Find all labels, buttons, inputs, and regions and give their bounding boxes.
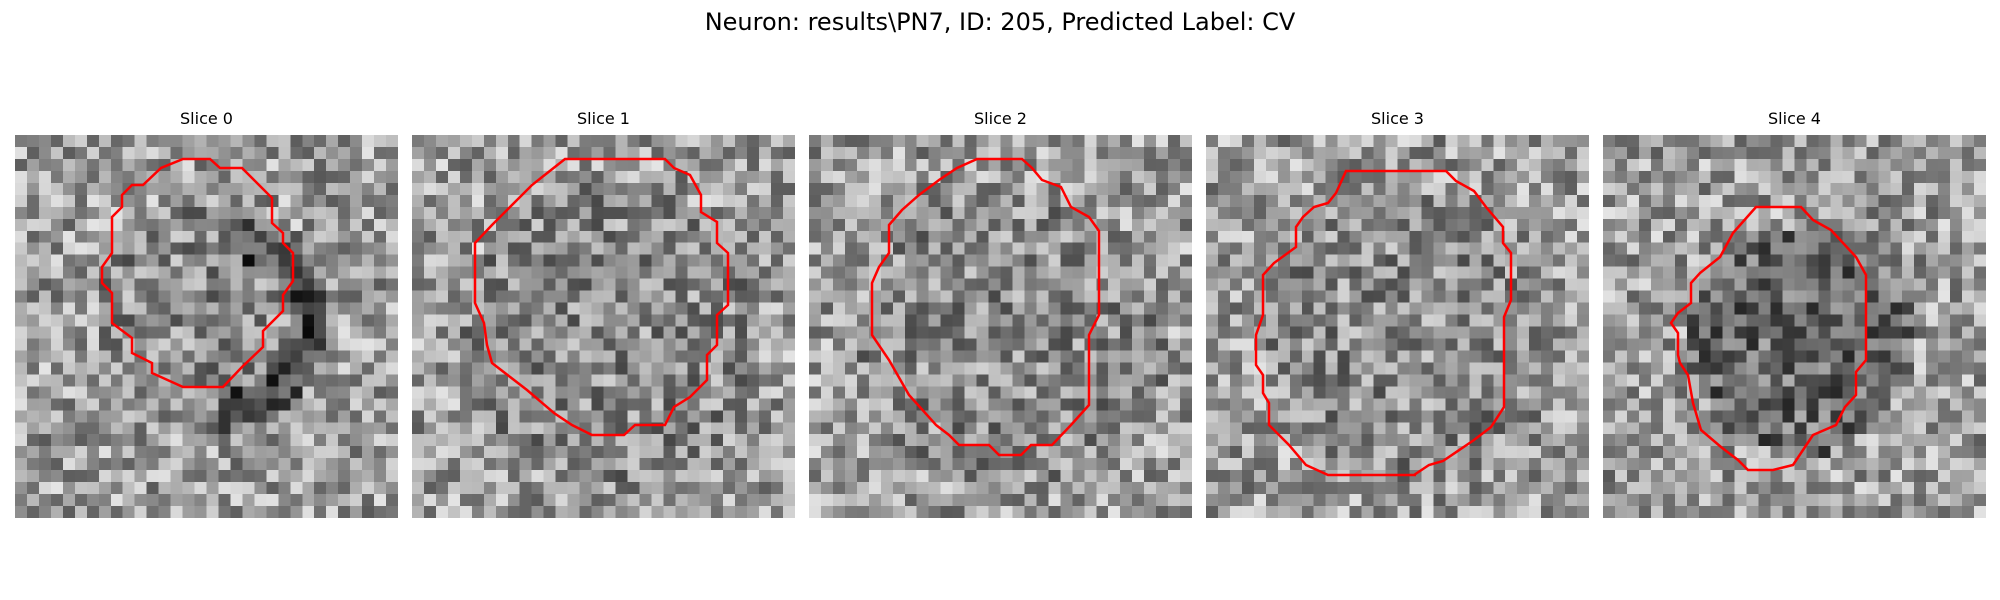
slice-panel-1: Slice 1 [412, 108, 795, 526]
slice-title: Slice 0 [180, 109, 233, 128]
slice-title: Slice 2 [974, 109, 1027, 128]
slice-image [1206, 135, 1589, 518]
predicted-contour [473, 157, 730, 437]
contour-overlay [1254, 169, 1513, 477]
predicted-contour [100, 157, 295, 389]
slice-panel-3: Slice 3 [1206, 108, 1589, 526]
contour-overlay [1669, 205, 1868, 472]
predicted-contour [1669, 205, 1868, 472]
slice-title: Slice 4 [1768, 109, 1821, 128]
predicted-contour [1254, 169, 1513, 477]
contour-overlay [473, 157, 730, 437]
slice-title: Slice 1 [577, 109, 630, 128]
slice-panel-4: Slice 4 [1603, 108, 1986, 526]
slice-title: Slice 3 [1371, 109, 1424, 128]
predicted-contour [870, 157, 1101, 457]
slice-image [15, 135, 398, 518]
contour-overlay [100, 157, 295, 389]
slice-panel-0: Slice 0 [15, 108, 398, 526]
slice-image [412, 135, 795, 518]
slice-image [1603, 135, 1986, 518]
slice-panel-2: Slice 2 [809, 108, 1192, 526]
figure-title: Neuron: results\PN7, ID: 205, Predicted … [704, 8, 1296, 36]
contour-overlay [870, 157, 1101, 457]
